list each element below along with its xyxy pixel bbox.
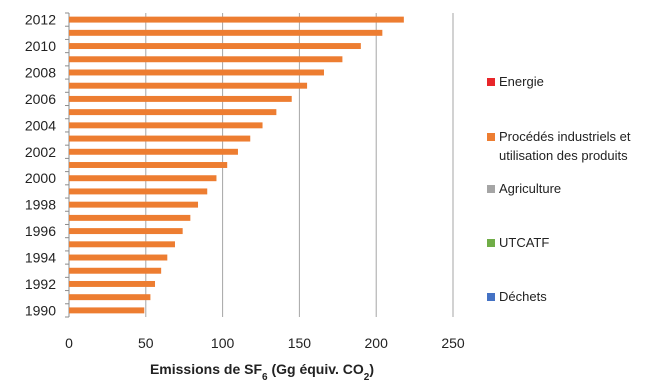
x-tick-label: 150	[288, 335, 312, 351]
legend-swatch-agriculture	[487, 185, 495, 193]
y-tick-label: 2002	[25, 144, 56, 160]
legend-item-agriculture: Agriculture	[487, 179, 561, 198]
bar	[69, 16, 404, 23]
legend-item-procedes: Procédés industriels et utilisation des …	[487, 127, 631, 165]
y-tick-label: 2000	[25, 170, 56, 186]
legend-label-energie: Energie	[499, 74, 544, 89]
bar	[69, 148, 238, 155]
bar	[69, 69, 324, 76]
y-tick-label: 2010	[25, 38, 56, 54]
bar	[69, 307, 145, 314]
bar	[69, 109, 277, 116]
legend-swatch-procedes	[487, 133, 495, 141]
legend-label-agriculture: Agriculture	[499, 181, 562, 196]
x-tick-label: 250	[441, 335, 465, 351]
y-tick-label: 1998	[25, 197, 56, 213]
x-axis-title: Emissions de SF6 (Gg équiv. CO2)	[150, 361, 374, 381]
legend-label-procedes-line2: utilisation des produits	[499, 148, 628, 163]
y-tick-label: 1994	[25, 250, 56, 266]
bar	[69, 214, 191, 221]
x-tick-label: 100	[211, 335, 235, 351]
legend-item-dechets: Déchets	[487, 287, 547, 306]
y-tick-label: 1996	[25, 223, 56, 239]
bar	[69, 188, 208, 195]
bar	[69, 254, 168, 261]
x-tick-label: 50	[138, 335, 154, 351]
bar	[69, 122, 263, 129]
bar	[69, 162, 228, 168]
legend: Energie Procédés industriels et utilisat…	[487, 0, 664, 381]
bar	[69, 175, 217, 182]
y-tick-label: 1992	[25, 276, 56, 292]
bar	[69, 43, 361, 50]
bar	[69, 29, 383, 36]
legend-swatch-dechets	[487, 293, 495, 301]
y-tick-label: 2008	[25, 64, 56, 80]
legend-label-utcatf: UTCATF	[499, 235, 550, 250]
bar	[69, 228, 183, 235]
legend-label-dechets: Déchets	[499, 289, 547, 304]
bar	[69, 201, 199, 208]
legend-swatch-energie	[487, 78, 495, 86]
bar	[69, 95, 292, 102]
bar	[69, 294, 151, 301]
legend-item-utcatf: UTCATF	[487, 233, 549, 252]
y-tick-label: 1990	[25, 302, 56, 318]
bar	[69, 267, 162, 274]
bar	[69, 241, 175, 248]
x-tick-label: 200	[365, 335, 389, 351]
y-tick-label: 2012	[25, 12, 56, 28]
y-tick-label: 2004	[25, 117, 56, 133]
legend-label-procedes-line1: Procédés industriels et	[499, 129, 631, 144]
bar	[69, 56, 343, 63]
bar	[69, 280, 156, 287]
legend-swatch-utcatf	[487, 239, 495, 247]
bar	[69, 82, 308, 89]
bar	[69, 135, 251, 142]
y-tick-label: 2006	[25, 91, 56, 107]
x-tick-label: 0	[65, 335, 73, 351]
legend-item-energie: Energie	[487, 72, 544, 91]
